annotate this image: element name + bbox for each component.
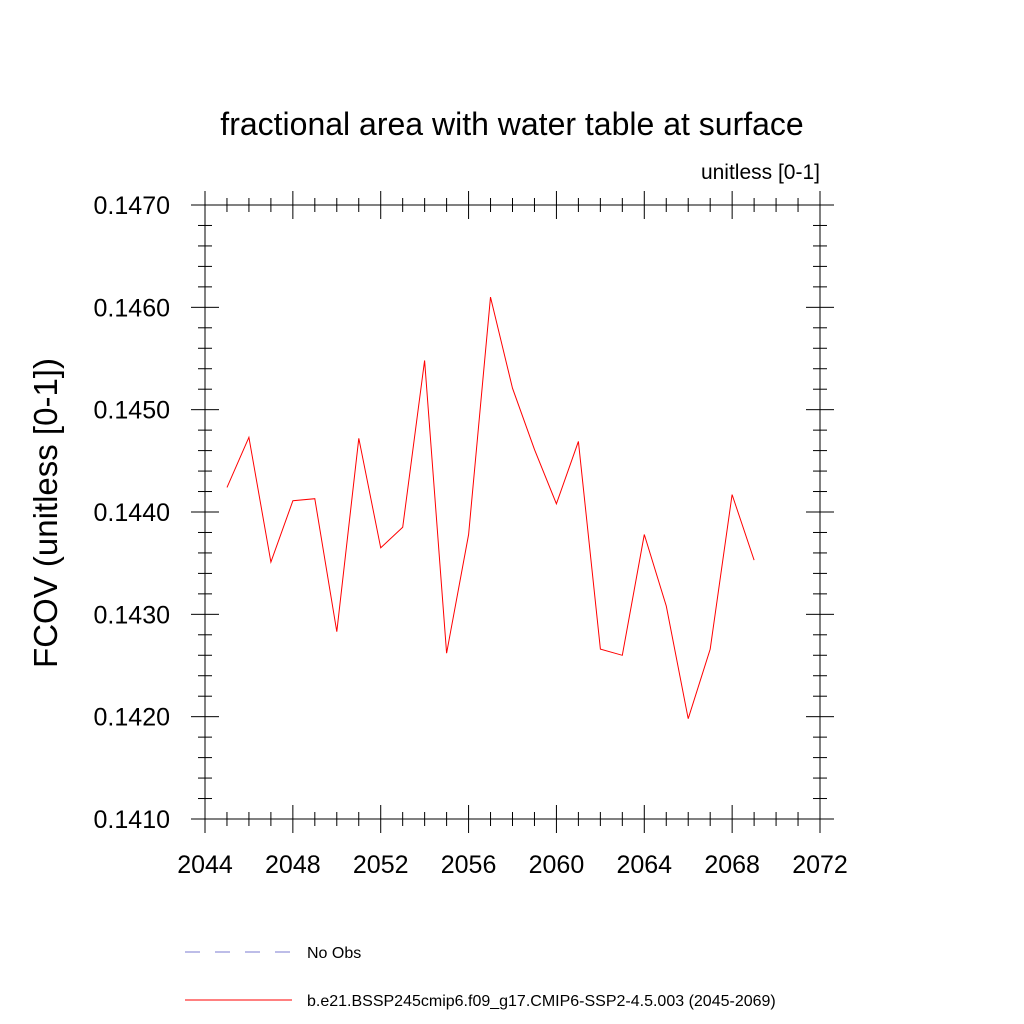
x-tick-label: 2044 xyxy=(177,851,233,879)
x-tick-label: 2068 xyxy=(704,851,760,879)
chart-title: fractional area with water table at surf… xyxy=(220,106,803,142)
x-tick-label: 2048 xyxy=(265,851,321,879)
y-tick-label: 0.1420 xyxy=(94,704,170,732)
y-axis-label: FCOV (unitless [0-1]) xyxy=(27,358,64,668)
x-tick-label: 2060 xyxy=(529,851,585,879)
x-tick-label: 2056 xyxy=(441,851,497,879)
series-line xyxy=(226,296,755,719)
y-tick-label: 0.1410 xyxy=(94,806,170,834)
y-tick-label: 0.1460 xyxy=(94,294,170,322)
y-tick-label: 0.1430 xyxy=(94,601,170,629)
x-tick-label: 2052 xyxy=(353,851,409,879)
legend-label: No Obs xyxy=(307,945,361,962)
legend-label: b.e21.BSSP245cmip6.f09_g17.CMIP6-SSP2-4.… xyxy=(307,993,776,1010)
y-tick-label: 0.1440 xyxy=(94,499,170,527)
y-tick-label: 0.1470 xyxy=(94,192,170,220)
chart-subtitle: unitless [0-1] xyxy=(701,161,820,184)
x-tick-label: 2064 xyxy=(616,851,672,879)
y-tick-label: 0.1450 xyxy=(94,397,170,425)
x-tick-label: 2072 xyxy=(792,851,848,879)
plot-frame xyxy=(204,204,821,820)
